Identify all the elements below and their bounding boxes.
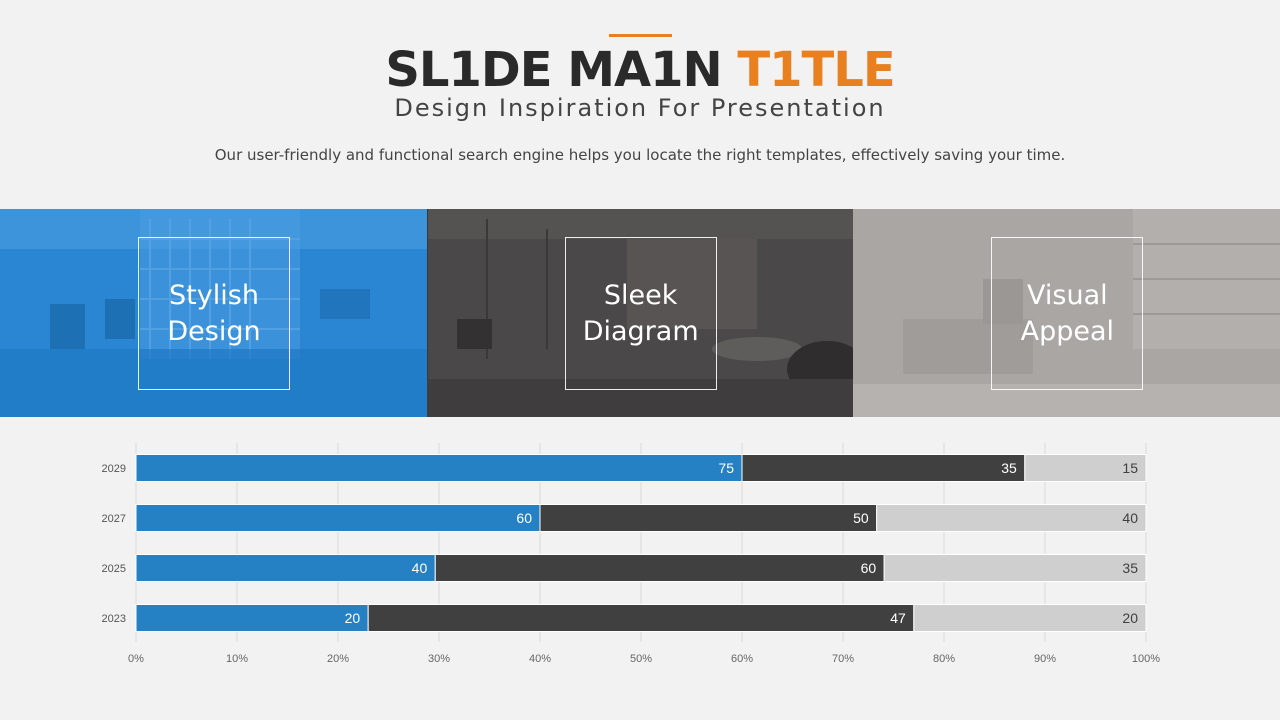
panel-label-box: Stylish Design xyxy=(138,237,290,390)
x-tick-label: 80% xyxy=(933,653,955,665)
slide-subtitle: Design Inspiration For Presentation xyxy=(394,94,886,122)
bar-segment xyxy=(876,504,1147,532)
bar-segment xyxy=(135,604,369,632)
data-label: 75 xyxy=(718,460,734,476)
data-label: 50 xyxy=(853,510,869,526)
title-accent-line xyxy=(609,34,672,37)
bar-segment xyxy=(539,504,878,532)
x-tick-label: 20% xyxy=(327,653,349,665)
panel-label-box: Visual Appeal xyxy=(991,237,1144,390)
title-highlight: T1TLE xyxy=(737,42,895,98)
category-label: 2025 xyxy=(102,563,126,575)
title-main: SL1DE MA1N xyxy=(385,42,738,98)
data-label: 40 xyxy=(412,560,428,576)
data-label: 47 xyxy=(890,610,906,626)
x-tick-label: 60% xyxy=(731,653,753,665)
slide-description: Our user-friendly and functional search … xyxy=(214,146,1066,164)
x-tick-label: 90% xyxy=(1034,653,1056,665)
office-photo-gray xyxy=(853,209,1280,417)
x-tick-label: 0% xyxy=(128,653,144,665)
bar-segment xyxy=(913,604,1147,632)
panel-visual-appeal: Visual Appeal xyxy=(853,209,1280,417)
office-photo-blue xyxy=(0,209,427,417)
category-label: 2029 xyxy=(102,463,126,475)
category-label: 2027 xyxy=(102,513,126,525)
panel-sleek-diagram: Sleek Diagram xyxy=(426,209,854,417)
x-tick-label: 30% xyxy=(428,653,450,665)
category-label: 2023 xyxy=(102,613,126,625)
panel-label-box: Sleek Diagram xyxy=(564,237,717,390)
bar-segment xyxy=(1024,454,1147,482)
data-label: 60 xyxy=(516,510,532,526)
panel-label: Sleek Diagram xyxy=(582,279,699,347)
x-tick-label: 50% xyxy=(630,653,652,665)
data-label: 20 xyxy=(345,610,361,626)
x-tick-label: 100% xyxy=(1132,653,1160,665)
bar-segment xyxy=(434,554,885,582)
data-label: 35 xyxy=(1122,560,1138,576)
data-label: 40 xyxy=(1122,510,1138,526)
slide-title: SL1DE MA1N T1TLE xyxy=(0,42,1280,98)
x-tick-label: 70% xyxy=(832,653,854,665)
bar-segment xyxy=(741,454,1026,482)
bar-segment xyxy=(135,504,541,532)
panel-label: Visual Appeal xyxy=(1020,279,1115,347)
data-label: 20 xyxy=(1122,610,1138,626)
bar-segment xyxy=(883,554,1147,582)
x-tick-label: 10% xyxy=(226,653,248,665)
x-tick-label: 40% xyxy=(529,653,551,665)
data-label: 35 xyxy=(1001,460,1017,476)
bar-segment xyxy=(135,454,743,482)
panel-label: Stylish Design xyxy=(167,279,261,347)
stacked-bar-chart: 0% 10% 20% 30% 40% 50% 60% 70% 80% 90% 100% 75 35 15 2… xyxy=(102,443,1160,665)
data-label: 15 xyxy=(1122,460,1138,476)
image-panels: Stylish Design Sleek Diagram xyxy=(0,209,1280,417)
bar-segment xyxy=(367,604,915,632)
data-label: 60 xyxy=(861,560,877,576)
office-photo-dark xyxy=(426,209,854,417)
bar-segment xyxy=(135,554,436,582)
panel-stylish-design: Stylish Design xyxy=(0,209,427,417)
